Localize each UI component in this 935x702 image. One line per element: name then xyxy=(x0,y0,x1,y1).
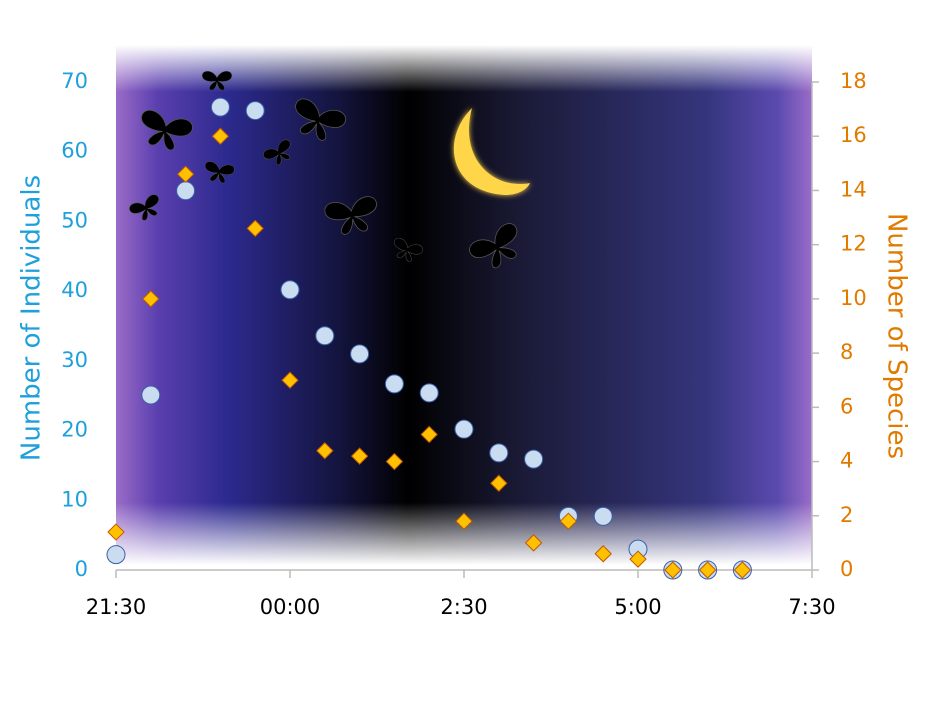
y-tick-label: 10 xyxy=(61,487,88,511)
diamond-point xyxy=(664,561,682,579)
y2-tick-label: 8 xyxy=(840,340,853,364)
diamond-point xyxy=(142,290,160,308)
y2-axis-label: Number of Species xyxy=(882,213,912,459)
y-tick-label: 60 xyxy=(61,139,88,163)
circle-point xyxy=(245,101,265,121)
moon xyxy=(453,108,530,195)
y2-tick-label: 16 xyxy=(840,123,867,147)
circle-point xyxy=(176,181,196,201)
plot-background xyxy=(116,45,812,565)
diamond-point xyxy=(281,371,299,389)
diamond-point xyxy=(107,523,125,541)
y2-tick-label: 18 xyxy=(840,69,867,93)
x-tick-label: 2:30 xyxy=(440,595,487,619)
diamond-point xyxy=(490,474,508,492)
y2-tick-label: 6 xyxy=(840,394,853,418)
x-tick-label: 21:30 xyxy=(86,595,147,619)
diamond-point xyxy=(211,127,230,145)
y-tick-label: 0 xyxy=(75,557,88,581)
y2-tick-label: 12 xyxy=(840,232,867,256)
y-axis-label: Number of Individuals xyxy=(17,175,47,461)
y2-tick-label: 14 xyxy=(840,177,867,201)
y2-tick-label: 10 xyxy=(840,286,867,310)
y2-tick-label: 2 xyxy=(840,503,853,527)
diamond-point xyxy=(455,512,473,530)
y-tick-label: 40 xyxy=(61,278,88,302)
circle-point xyxy=(454,419,474,439)
diamond-point xyxy=(385,452,404,471)
y2-tick-label: 0 xyxy=(840,557,853,581)
diamond-point xyxy=(594,545,612,563)
circle-point xyxy=(384,374,404,394)
x-tick-label: 5:00 xyxy=(614,595,661,619)
diamond-point xyxy=(524,534,543,552)
y-tick-label: 50 xyxy=(61,208,88,232)
y-tick-label: 70 xyxy=(61,69,88,93)
circle-point xyxy=(593,506,613,526)
circle-point xyxy=(280,280,300,300)
diamond-point xyxy=(176,165,195,183)
y-tick-label: 30 xyxy=(61,348,88,372)
diamond-point xyxy=(316,442,334,460)
diamond-point xyxy=(559,512,578,530)
diamond-point xyxy=(350,447,369,465)
diamond-point xyxy=(246,219,264,238)
diamond-point xyxy=(629,550,647,568)
y-tick-label: 20 xyxy=(61,418,88,442)
circle-point xyxy=(315,326,335,346)
diamond-point xyxy=(420,425,438,444)
circle-point xyxy=(210,97,230,117)
circle-point xyxy=(350,344,370,364)
circle-point xyxy=(489,443,509,463)
x-tick-label: 00:00 xyxy=(260,595,321,619)
circle-point xyxy=(106,545,126,565)
diamond-point xyxy=(733,561,752,579)
circle-point xyxy=(524,449,544,469)
diamond-point xyxy=(698,561,717,579)
circle-point xyxy=(419,383,439,403)
circle-point xyxy=(141,385,161,405)
y2-tick-label: 4 xyxy=(840,449,853,473)
x-tick-label: 7:30 xyxy=(788,595,835,619)
